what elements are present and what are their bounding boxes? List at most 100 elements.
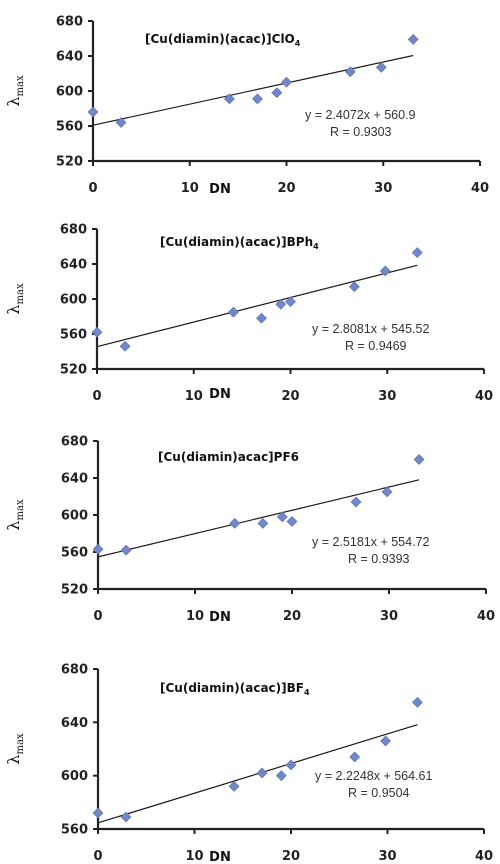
chart-title: [Cu(diamin)(acac)]BF4 — [160, 681, 310, 697]
x-tick-label: 10 — [185, 849, 203, 864]
y-tick-label: 640 — [60, 258, 87, 273]
data-point — [379, 265, 391, 277]
y-tick-label: 680 — [56, 15, 83, 30]
chart-title-main: [Cu(diamin)acac]PF6 — [158, 450, 299, 464]
x-tick-label: 30 — [374, 181, 392, 196]
data-point — [252, 93, 263, 105]
data-point — [275, 770, 287, 782]
r-value: R = 0.9303 — [330, 125, 392, 139]
chart-title: [Cu(diamin)acac]PF6 — [158, 450, 299, 464]
trendline — [97, 479, 420, 558]
x-tick-label: 30 — [378, 849, 396, 864]
chart-title: [Cu(diamin)(acac)]ClO4 — [145, 32, 301, 48]
x-tick-label: 20 — [282, 849, 300, 864]
y-tick-label: 520 — [56, 155, 83, 170]
y-axis-label-main: λ — [4, 754, 23, 764]
x-tick-label: 0 — [93, 849, 102, 864]
data-point — [92, 543, 104, 555]
data-point — [281, 76, 292, 88]
data-point — [229, 517, 241, 529]
chart-panel-4: 560 600 640 680 0 10 20 30 40 [Cu(diamin)(acac)]B… — [4, 663, 493, 864]
data-point — [257, 517, 269, 529]
trendline-equation: y = 2.8081x + 545.52 — [312, 322, 430, 336]
x-axis-label: DN — [209, 387, 231, 402]
y-axis-label-main: λ — [4, 304, 23, 314]
x-tick-label: 0 — [92, 389, 101, 404]
data-point — [92, 807, 104, 819]
data-point — [91, 326, 103, 338]
data-point — [375, 61, 387, 73]
trendline-equation: y = 2.2248x + 564.61 — [315, 769, 433, 783]
data-point — [411, 247, 423, 259]
data-point — [87, 106, 99, 118]
x-tick-label: 10 — [186, 609, 204, 624]
trendline — [96, 264, 418, 348]
data-point — [120, 544, 132, 556]
y-tick-label: 600 — [61, 769, 88, 784]
data-point — [411, 696, 423, 708]
x-tick-label: 40 — [475, 389, 493, 404]
data-point — [256, 767, 268, 779]
r-value: R = 0.9393 — [348, 552, 410, 566]
y-tick-label: 560 — [61, 546, 88, 561]
trendline-equation: y = 2.5181x + 554.72 — [312, 535, 430, 549]
chart-panel-2: 520 560 600 640 680 0 10 20 30 40 [Cu(diamin)(acac… — [4, 223, 493, 405]
x-tick-label: 40 — [475, 849, 493, 864]
data-point — [381, 486, 393, 498]
x-tick-label: 30 — [380, 609, 398, 624]
x-tick-label: 40 — [471, 181, 489, 196]
y-tick-label: 680 — [61, 435, 88, 450]
data-point — [380, 735, 391, 747]
y-tick-label: 560 — [56, 120, 83, 135]
data-point — [119, 340, 131, 352]
x-tick-label: 40 — [477, 609, 495, 624]
data-point — [407, 33, 419, 45]
chart-title-main: [Cu(diamin)(acac)]BF — [160, 681, 304, 695]
x-tick-label: 0 — [88, 181, 97, 196]
y-tick-label: 520 — [61, 583, 88, 598]
data-point — [285, 759, 297, 771]
y-tick-label: 600 — [60, 293, 87, 308]
trendline — [92, 54, 414, 126]
x-tick-label: 0 — [93, 609, 102, 624]
chart-title-main: [Cu(diamin)(acac)]ClO — [145, 32, 295, 46]
chart-title-subscript: 4 — [295, 39, 301, 48]
data-point — [271, 87, 283, 99]
chart-panel-1: 520 560 600 640 680 0 10 20 30 40 [Cu(diamin)(acac… — [4, 15, 489, 198]
y-tick-label: 520 — [60, 363, 87, 378]
data-point — [286, 516, 298, 527]
data-point — [256, 312, 267, 324]
chart-panel-3: 520 560 600 640 680 0 10 20 30 40 [Cu(diamin)acac]… — [4, 435, 495, 626]
chart-title-subscript: 4 — [304, 688, 310, 697]
data-point — [228, 780, 240, 792]
y-tick-label: 640 — [56, 50, 83, 65]
data-point — [344, 66, 356, 78]
data-point — [348, 281, 360, 293]
data-point — [275, 298, 287, 310]
data-point — [276, 511, 288, 523]
x-tick-label: 10 — [181, 181, 199, 196]
y-tick-label: 600 — [61, 509, 88, 524]
chart-title-subscript: 4 — [313, 242, 319, 251]
x-axis-label: DN — [209, 610, 231, 625]
data-point — [115, 117, 127, 128]
y-axis-label: λmax — [4, 75, 26, 107]
chart-title-main: [Cu(diamin)(acac)]BPh — [160, 235, 313, 249]
x-tick-label: 20 — [283, 609, 301, 624]
y-tick-label: 600 — [56, 85, 83, 100]
x-tick-label: 20 — [277, 181, 295, 196]
y-tick-label: 640 — [61, 472, 88, 487]
y-axis-label-subscript: max — [15, 75, 26, 96]
data-point — [223, 93, 235, 105]
x-tick-label: 30 — [378, 389, 396, 404]
y-axis-label: λmax — [4, 283, 26, 315]
y-axis-label-main: λ — [4, 96, 23, 106]
trendline-equation: y = 2.4072x + 560.9 — [305, 108, 416, 122]
data-point — [349, 751, 361, 763]
x-tick-label: 20 — [281, 389, 299, 404]
data-point — [350, 496, 362, 508]
y-tick-label: 560 — [60, 328, 87, 343]
y-tick-label: 680 — [61, 663, 88, 678]
y-axis-label-subscript: max — [15, 283, 26, 304]
